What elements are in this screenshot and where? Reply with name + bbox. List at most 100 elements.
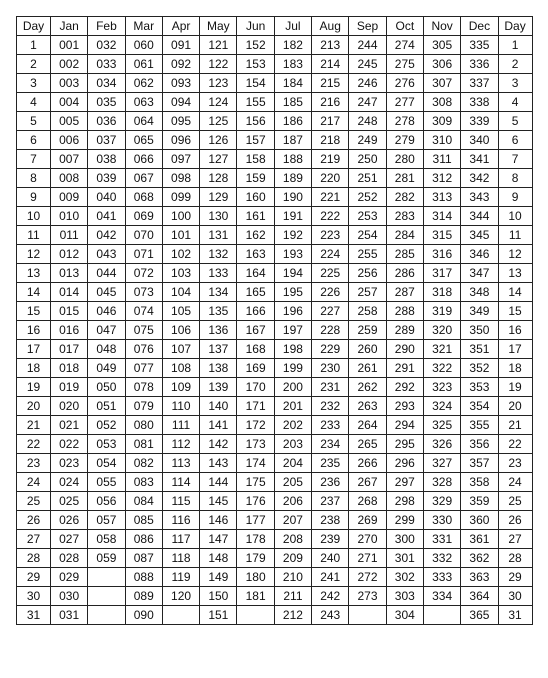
col-header: Mar [125,17,162,36]
table-cell: 111 [162,416,199,435]
table-cell: 340 [461,131,498,150]
table-cell: 325 [423,416,460,435]
table-cell: 168 [237,340,274,359]
table-cell: 116 [162,511,199,530]
table-cell: 8 [17,169,51,188]
table-cell: 118 [162,549,199,568]
table-cell: 123 [200,74,237,93]
table-cell: 23 [498,454,532,473]
table-cell: 21 [498,416,532,435]
col-header: Sep [349,17,386,36]
table-cell: 035 [88,93,125,112]
table-cell: 345 [461,226,498,245]
table-cell: 235 [312,454,349,473]
table-cell: 223 [312,226,349,245]
table-cell: 183 [274,55,311,74]
table-cell: 159 [237,169,274,188]
table-cell: 10 [498,207,532,226]
table-cell: 10 [17,207,51,226]
table-cell: 058 [88,530,125,549]
table-cell: 25 [498,492,532,511]
table-cell: 150 [200,587,237,606]
table-cell: 071 [125,245,162,264]
table-cell: 258 [349,302,386,321]
table-row: 2302305408211314317420423526629632735723 [17,454,533,473]
table-cell: 22 [17,435,51,454]
table-cell: 044 [88,264,125,283]
table-cell: 14 [17,283,51,302]
table-cell: 362 [461,549,498,568]
table-cell: 18 [498,359,532,378]
table-cell: 19 [17,378,51,397]
table-cell: 188 [274,150,311,169]
table-cell: 15 [17,302,51,321]
table-cell: 236 [312,473,349,492]
table-cell: 034 [88,74,125,93]
table-cell: 357 [461,454,498,473]
table-cell: 284 [386,226,423,245]
table-cell: 270 [349,530,386,549]
table-cell: 052 [88,416,125,435]
table-cell: 26 [17,511,51,530]
table-cell: 081 [125,435,162,454]
table-cell: 186 [274,112,311,131]
table-cell: 205 [274,473,311,492]
table-cell: 355 [461,416,498,435]
table-cell: 256 [349,264,386,283]
col-header: Jan [51,17,88,36]
table-cell: 156 [237,112,274,131]
table-cell: 14 [498,283,532,302]
table-cell: 175 [237,473,274,492]
table-cell: 17 [498,340,532,359]
table-cell: 100 [162,207,199,226]
table-cell: 315 [423,226,460,245]
table-cell: 196 [274,302,311,321]
col-header: Oct [386,17,423,36]
table-cell: 181 [237,587,274,606]
table-cell: 107 [162,340,199,359]
table-cell: 359 [461,492,498,511]
table-cell: 110 [162,397,199,416]
table-cell: 327 [423,454,460,473]
table-cell: 27 [17,530,51,549]
table-cell: 029 [51,568,88,587]
table-cell: 343 [461,188,498,207]
table-row: 30030340620931231541842152462763073373 [17,74,533,93]
table-row: 70070380660971271581882192502803113417 [17,150,533,169]
table-cell: 038 [88,150,125,169]
table-cell: 142 [200,435,237,454]
table-cell: 047 [88,321,125,340]
table-cell: 295 [386,435,423,454]
table-cell: 1 [17,36,51,55]
table-cell: 4 [17,93,51,112]
table-cell: 330 [423,511,460,530]
table-cell: 148 [200,549,237,568]
table-row: 2602605708511614617720723826929933036026 [17,511,533,530]
table-cell: 301 [386,549,423,568]
table-cell: 303 [386,587,423,606]
table-cell: 278 [386,112,423,131]
table-cell: 109 [162,378,199,397]
table-cell: 023 [51,454,88,473]
table-cell: 171 [237,397,274,416]
table-cell: 16 [498,321,532,340]
table-row: 1001004106910013016119122225328331434410 [17,207,533,226]
table-cell: 310 [423,131,460,150]
table-cell: 218 [312,131,349,150]
table-cell: 140 [200,397,237,416]
table-cell: 208 [274,530,311,549]
table-cell: 302 [386,568,423,587]
table-cell: 222 [312,207,349,226]
table-cell: 221 [312,188,349,207]
table-cell: 294 [386,416,423,435]
table-cell: 322 [423,359,460,378]
table-cell: 3 [17,74,51,93]
table-body: 1001032060091121152182213244274305335120… [17,36,533,625]
table-cell: 144 [200,473,237,492]
table-cell: 022 [51,435,88,454]
table-cell: 129 [200,188,237,207]
table-cell: 264 [349,416,386,435]
table-cell: 269 [349,511,386,530]
table-cell: 093 [162,74,199,93]
table-cell: 265 [349,435,386,454]
